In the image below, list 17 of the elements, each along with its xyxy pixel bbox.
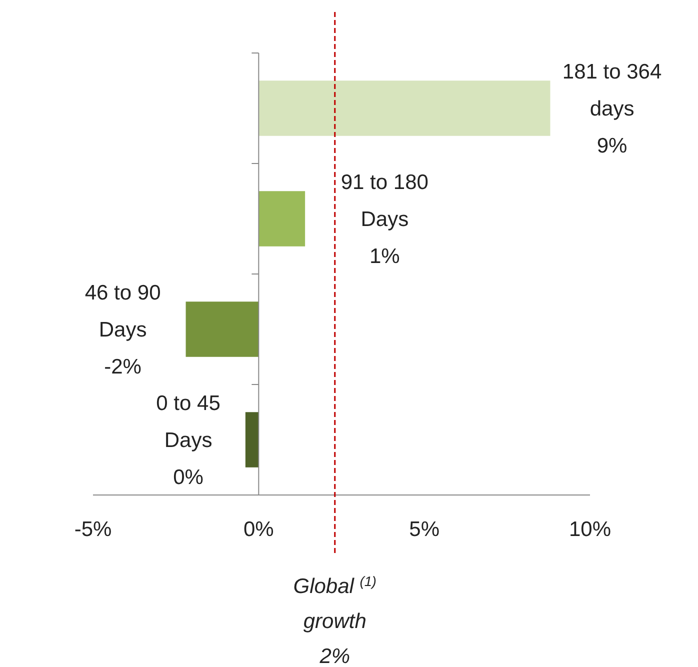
x-tick-label: 10% — [568, 518, 612, 541]
y-tick-label: 181 to 364 days — [562, 60, 662, 120]
data-label: 1% — [369, 244, 400, 268]
data-label: 9% — [596, 134, 628, 158]
y-tick-label: 46 to 90 Days — [84, 281, 161, 342]
data-label: 0% — [173, 466, 204, 489]
x-tick-label: 0% — [243, 518, 274, 541]
y-tick-label: 0 to 45 Days — [156, 392, 220, 452]
y-tick-label: 91 to 180 Days — [340, 170, 428, 231]
data-label: -2% — [104, 355, 142, 378]
text: Global $^{(1)}$ growth 2% — [293, 574, 376, 667]
bar — [186, 302, 259, 357]
x-tick-label: -5% — [74, 518, 112, 541]
bar — [258, 80, 550, 136]
x-tick-label: 5% — [409, 518, 440, 541]
bar — [245, 412, 259, 468]
bar — [258, 191, 306, 246]
